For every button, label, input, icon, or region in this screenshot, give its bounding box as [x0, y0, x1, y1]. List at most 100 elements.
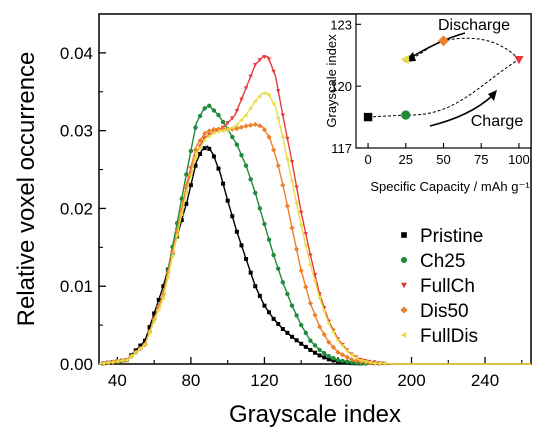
legend-marker-fullch [400, 282, 408, 289]
data-point-ch25 [257, 206, 263, 211]
data-point-ch25 [276, 266, 281, 271]
data-point-ch25 [344, 359, 350, 364]
data-point-fulldis [298, 223, 303, 228]
main-y-tick-label: 0.03 [60, 122, 93, 141]
data-point-fullch [262, 55, 267, 60]
data-point-dis50 [275, 163, 281, 169]
data-point-pristine [326, 357, 331, 362]
data-point-fulldis [266, 92, 271, 98]
data-point-dis50 [326, 339, 332, 345]
data-point-fulldis [225, 127, 230, 132]
data-point-fulldis [211, 130, 216, 136]
main-x-tick-label: 240 [471, 371, 499, 390]
data-point-dis50 [206, 128, 212, 134]
data-point-fulldis [183, 191, 188, 196]
data-point-ch25 [266, 237, 272, 242]
inset-x-tick-label: 50 [436, 152, 450, 167]
main-y-axis-label: Relative voxel occurrence [13, 52, 40, 327]
data-point-ch25 [326, 354, 331, 359]
data-point-fulldis [243, 112, 248, 118]
data-point-pristine [156, 297, 161, 302]
inset-x-tick-label: 25 [399, 152, 413, 167]
data-point-fulldis [202, 137, 207, 143]
data-point-dis50 [156, 304, 162, 310]
data-point-fulldis [271, 101, 276, 107]
data-point-fulldis [280, 134, 285, 140]
data-point-ch25 [184, 172, 189, 177]
data-point-dis50 [298, 268, 304, 274]
data-point-pristine [239, 243, 244, 248]
data-point-dis50 [202, 131, 208, 137]
data-point-ch25 [285, 291, 290, 297]
data-point-fulldis [376, 361, 381, 366]
main-series-group [98, 55, 531, 367]
data-point-fulldis [114, 359, 119, 364]
data-point-fullch [299, 210, 304, 215]
data-point-ch25 [197, 113, 203, 119]
inset-x-tick-label: 100 [508, 152, 530, 167]
inset-point-fullch [514, 55, 524, 65]
data-point-fulldis [197, 145, 202, 150]
data-point-pristine [147, 325, 152, 330]
data-point-ch25 [202, 106, 207, 111]
data-point-pristine [262, 303, 267, 308]
data-point-dis50 [252, 121, 258, 128]
data-point-ch25 [216, 112, 221, 118]
data-point-ch25 [234, 142, 240, 147]
data-point-pristine [276, 321, 281, 326]
data-point-fullch [253, 62, 258, 67]
main-x-axis-label: Grayscale index [229, 401, 401, 428]
data-point-ch25 [335, 357, 341, 363]
legend-label-fulldis: FullDis [420, 326, 478, 347]
data-point-pristine [138, 343, 143, 348]
data-point-fulldis [188, 172, 193, 178]
data-point-dis50 [303, 284, 309, 290]
data-point-fulldis [220, 128, 225, 134]
data-point-fulldis [151, 319, 156, 324]
inset-x-tick-label: 75 [474, 152, 488, 167]
data-point-dis50 [284, 203, 291, 209]
data-point-fullch [312, 272, 318, 277]
data-point-ch25 [294, 313, 299, 318]
inset-x-tick-label: 0 [364, 152, 371, 167]
data-point-fulldis [372, 361, 377, 366]
data-point-fulldis [294, 201, 299, 206]
inset-annotation-discharge: Discharge [438, 17, 510, 34]
data-point-ch25 [211, 108, 217, 113]
data-point-fulldis [262, 91, 267, 96]
data-point-ch25 [340, 358, 345, 364]
data-point-dis50 [294, 246, 300, 252]
main-x-ticks: 40 80 120 160 200 240 [108, 357, 523, 390]
inset-y-tick-label: 117 [331, 141, 352, 156]
data-point-ch25 [321, 350, 327, 356]
data-point-fulldis [257, 94, 262, 99]
inset-points-group [363, 35, 524, 122]
data-point-fulldis [363, 359, 368, 364]
data-point-fulldis [349, 352, 354, 358]
data-point-fullch [248, 74, 253, 79]
data-point-fulldis [317, 295, 322, 301]
legend-label-ch25: Ch25 [420, 251, 465, 272]
data-point-pristine [234, 229, 239, 234]
legend-marker-dis50 [400, 306, 408, 314]
data-point-pristine [285, 330, 290, 335]
series-line-dis50 [98, 123, 531, 365]
data-point-ch25 [280, 280, 286, 285]
data-point-fulldis [179, 212, 184, 217]
data-point-dis50 [234, 125, 240, 132]
inset-charge-path [368, 58, 520, 118]
data-point-fullch [285, 136, 290, 141]
data-point-fulldis [303, 242, 308, 248]
data-point-pristine [248, 270, 253, 275]
data-point-ch25 [271, 252, 276, 258]
data-point-pristine [198, 152, 203, 156]
data-point-dis50 [197, 138, 203, 144]
data-point-dis50 [321, 331, 327, 338]
data-point-dis50 [266, 134, 272, 140]
data-point-dis50 [289, 225, 295, 231]
data-point-dis50 [330, 344, 336, 350]
data-point-fullch [276, 89, 281, 94]
series-fulldis [98, 91, 531, 366]
main-y-tick-label: 0.00 [60, 355, 93, 374]
